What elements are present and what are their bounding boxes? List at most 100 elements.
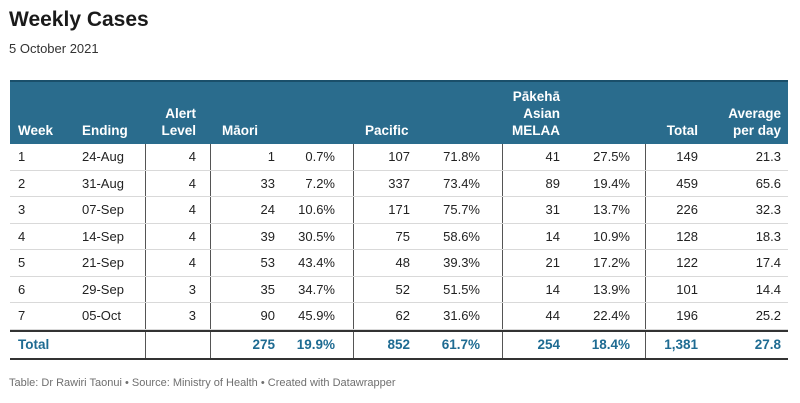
cell-maori: 33 <box>260 175 275 191</box>
header-alert-level: Alert Level <box>161 106 196 138</box>
cell-maori-pct: 10.6% <box>298 202 335 217</box>
cell-pakeha-pct: 22.4% <box>593 308 630 323</box>
totals-pakeha: 254 <box>537 336 560 352</box>
column-divider <box>645 144 646 170</box>
column-divider <box>145 250 146 276</box>
cell-pakeha: 41 <box>545 149 560 164</box>
cell-pacific-pct: 39.3% <box>443 255 480 270</box>
table-row: 2 31-Aug 4 33 7.2% 337 73.4% 89 19.4% 459 65.6 <box>10 170 788 197</box>
table-row: 3 07-Sep 4 24 10.6% 171 75.7% 31 13.7% 226 32.3 <box>10 197 788 224</box>
cell-week: 4 <box>18 228 26 244</box>
cell-ending: 05-Oct <box>82 308 122 323</box>
column-divider <box>353 276 354 302</box>
cell-pakeha-pct: 10.9% <box>593 228 630 244</box>
cell-average: 21.3 <box>755 149 781 164</box>
cell-week: 1 <box>18 149 26 164</box>
cell-alert-level: 4 <box>188 255 196 270</box>
column-divider <box>502 144 503 170</box>
cell-week: 6 <box>18 281 26 297</box>
cell-total: 196 <box>676 308 698 323</box>
cell-alert-level: 3 <box>188 308 196 323</box>
cell-week: 5 <box>18 255 26 270</box>
totals-row: Total 275 19.9% 852 61.7% 254 18.4% 1,38… <box>10 329 788 360</box>
table-body: 1 24-Aug 4 1 0.7% 107 71.8% 41 27.5% 149 21.3 2 31-A… <box>10 144 788 330</box>
column-divider <box>645 303 646 329</box>
totals-average: 27.8 <box>754 336 781 352</box>
column-divider <box>353 250 354 276</box>
table-row: 6 29-Sep 3 35 34.7% 52 51.5% 14 13.9% 101 14.4 <box>10 276 788 303</box>
cell-pacific: 75 <box>395 228 410 244</box>
cell-pacific-pct: 31.6% <box>443 308 480 323</box>
cell-pakeha-pct: 17.2% <box>593 255 630 270</box>
cell-pacific: 337 <box>388 175 410 191</box>
column-divider <box>645 250 646 276</box>
cell-pakeha-pct: 13.7% <box>593 202 630 217</box>
cell-alert-level: 4 <box>188 228 196 244</box>
cell-maori: 24 <box>260 202 275 217</box>
column-divider <box>145 223 146 249</box>
cell-ending: 24-Aug <box>82 149 124 164</box>
cell-alert-level: 4 <box>188 149 196 164</box>
page-title: Weekly Cases <box>9 8 149 31</box>
column-divider <box>502 250 503 276</box>
cell-pakeha: 31 <box>545 202 560 217</box>
table-row: 1 24-Aug 4 1 0.7% 107 71.8% 41 27.5% 149 21.3 <box>10 144 788 171</box>
cell-maori: 1 <box>267 149 275 164</box>
footer-credits: Table: Dr Rawiri Taonui • Source: Minist… <box>9 377 396 389</box>
cell-maori-pct: 0.7% <box>305 149 335 164</box>
cell-total: 101 <box>676 281 698 297</box>
cell-week: 2 <box>18 175 26 191</box>
column-divider <box>145 276 146 302</box>
cell-pacific: 48 <box>395 255 410 270</box>
cell-ending: 21-Sep <box>82 255 124 270</box>
cell-pakeha: 14 <box>545 281 560 297</box>
table-row: 4 14-Sep 4 39 30.5% 75 58.6% 14 10.9% 128 18.3 <box>10 223 788 250</box>
cell-pakeha: 14 <box>545 228 560 244</box>
column-divider <box>353 170 354 196</box>
column-divider <box>502 303 503 329</box>
header-pakeha-asian-melaa: Pākehā Asian MELAA <box>512 89 560 138</box>
header-pacific: Pacific <box>365 123 409 138</box>
column-divider <box>502 223 503 249</box>
header-ending: Ending <box>82 123 128 138</box>
cell-total: 128 <box>676 228 698 244</box>
cell-maori: 90 <box>260 308 275 323</box>
cell-week: 7 <box>18 308 26 323</box>
column-divider <box>353 223 354 249</box>
header-maori: Māori <box>222 123 259 138</box>
cell-pakeha: 89 <box>545 175 560 191</box>
totals-label: Total <box>18 336 50 352</box>
cell-pacific: 107 <box>388 149 410 164</box>
cell-maori-pct: 43.4% <box>298 255 335 270</box>
totals-total: 1,381 <box>664 336 698 352</box>
column-divider <box>502 276 503 302</box>
cell-pacific-pct: 51.5% <box>443 281 480 297</box>
totals-pakeha-pct: 18.4% <box>591 336 630 352</box>
cell-total: 459 <box>676 175 698 191</box>
column-divider <box>210 303 211 329</box>
column-divider <box>645 276 646 302</box>
totals-pacific: 852 <box>387 336 410 352</box>
cell-maori-pct: 45.9% <box>298 308 335 323</box>
cell-total: 122 <box>676 255 698 270</box>
cell-alert-level: 4 <box>188 175 196 191</box>
cell-maori-pct: 34.7% <box>298 281 335 297</box>
column-divider <box>353 144 354 170</box>
cell-pacific-pct: 73.4% <box>443 175 480 191</box>
cell-ending: 07-Sep <box>82 202 124 217</box>
column-divider <box>210 250 211 276</box>
column-divider <box>210 197 211 223</box>
cell-maori-pct: 7.2% <box>305 175 335 191</box>
totals-maori: 275 <box>252 336 275 352</box>
header-total: Total <box>666 123 698 138</box>
table-header: Week Ending Alert Level Māori Pacific Pāk… <box>10 80 788 144</box>
cell-total: 149 <box>676 149 698 164</box>
column-divider <box>645 223 646 249</box>
cell-pakeha-pct: 27.5% <box>593 149 630 164</box>
cell-pacific-pct: 58.6% <box>443 228 480 244</box>
column-divider <box>210 144 211 170</box>
column-divider <box>210 170 211 196</box>
cell-maori: 39 <box>260 228 275 244</box>
totals-maori-pct: 19.9% <box>296 336 335 352</box>
cell-week: 3 <box>18 202 26 217</box>
